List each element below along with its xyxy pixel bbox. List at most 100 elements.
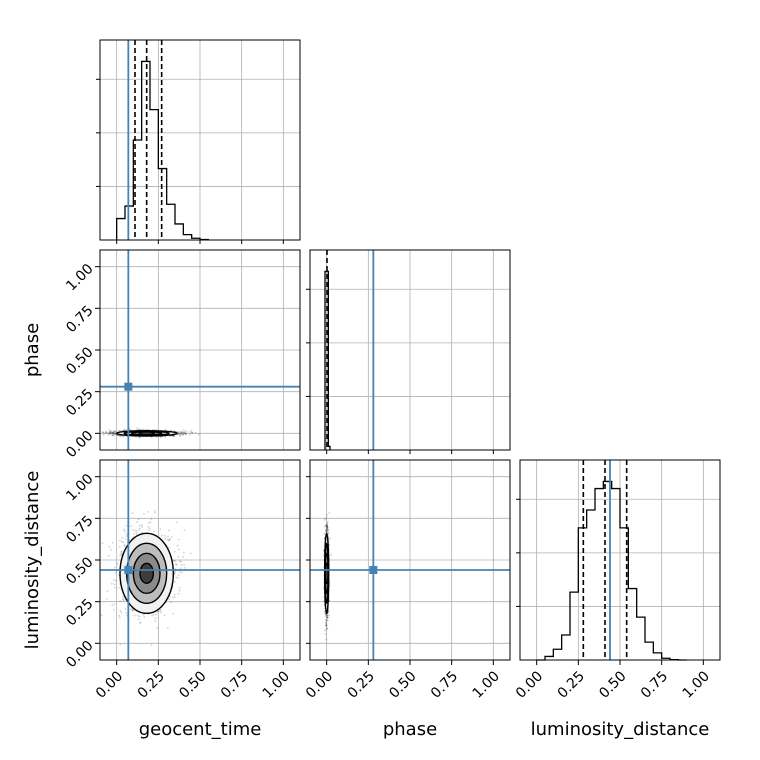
sample-point [326,524,329,526]
sample-point [324,615,327,617]
sample-point [160,436,162,439]
sample-point [118,616,121,619]
sample-point [180,431,183,434]
sample-point [182,433,185,436]
sample-point [183,567,186,569]
sample-point [102,433,105,436]
sample-point [325,529,328,532]
sample-point [168,598,171,601]
sample-point [174,563,177,566]
sample-point [190,429,193,432]
sample-point [326,526,329,528]
sample-point [120,550,123,553]
sample-point [324,525,327,528]
sample-point [179,435,181,437]
sample-point [106,432,109,434]
sample-point [135,530,138,533]
sample-point [110,548,113,551]
sample-point [157,610,159,613]
sample-point [179,432,182,435]
sample-point [326,528,329,531]
sample-point [111,434,114,436]
y-tick-label: 0.75 [63,513,96,546]
sample-point [176,431,179,433]
sample-point [138,529,141,531]
sample-point [323,533,326,535]
sample-point [168,538,171,541]
sample-point [173,435,176,437]
sample-point [173,572,176,575]
sample-point [113,609,115,611]
sample-point [173,559,175,562]
sample-point [121,536,123,539]
sample-point [325,638,328,641]
x-tick-label: 0.00 [303,668,336,701]
y-tick-label: 0.50 [63,554,96,587]
sample-point [125,533,128,536]
x-tick-label: 0.50 [176,668,209,701]
sample-point [123,530,126,533]
sample-point [173,580,176,583]
sample-point [113,603,116,606]
sample-point [120,540,123,543]
sample-point [328,512,331,514]
sample-point [136,427,139,429]
sample-point [181,431,183,434]
sample-point [147,511,149,513]
sample-point [133,614,136,617]
sample-point [177,433,179,435]
sample-point [138,436,141,439]
sample-point [177,576,180,579]
sample-point [185,430,187,432]
sample-point [160,534,163,537]
sample-point [326,527,329,529]
sample-point [118,614,120,617]
y-tick-label: 0.75 [63,303,96,336]
x-tick-label: 0.75 [638,668,671,701]
sample-point [102,431,104,433]
density-contour [138,431,155,436]
sample-point [108,432,111,435]
sample-point [108,432,111,434]
sample-point [111,541,114,544]
sample-point [185,433,188,436]
sample-point [112,432,115,435]
sample-point [191,432,194,434]
scatter-phase-luminosity_distance [323,512,332,641]
sample-point [154,617,157,620]
sample-point [109,431,111,434]
sample-point [325,618,327,621]
sample-point [137,618,140,621]
sample-point [177,433,180,436]
sample-point [183,551,185,554]
sample-point [173,550,176,553]
x-tick-label: 0.75 [218,668,251,701]
sample-point [172,612,175,615]
sample-point [123,428,125,431]
sample-point [158,610,161,612]
sample-point [168,529,170,532]
sample-point [325,526,328,528]
sample-point [129,608,132,611]
sample-point [184,432,187,435]
sample-point [327,610,330,613]
sample-point [154,510,156,512]
sample-point [143,513,145,515]
sample-point [110,582,113,585]
y-tick-label: 0.25 [63,386,96,419]
sample-point [112,430,115,433]
sample-point [112,434,115,436]
x-tick-label: 0.25 [135,668,168,701]
sample-point [150,644,153,646]
sample-point [100,614,103,617]
sample-point [183,432,185,434]
sample-point [172,435,175,438]
sample-point [118,435,120,437]
sample-point [325,516,328,519]
sample-point [197,433,200,436]
sample-point [114,430,117,433]
sample-point [101,542,104,545]
sample-point [149,527,151,530]
sample-point [175,563,178,566]
sample-point [180,567,182,569]
